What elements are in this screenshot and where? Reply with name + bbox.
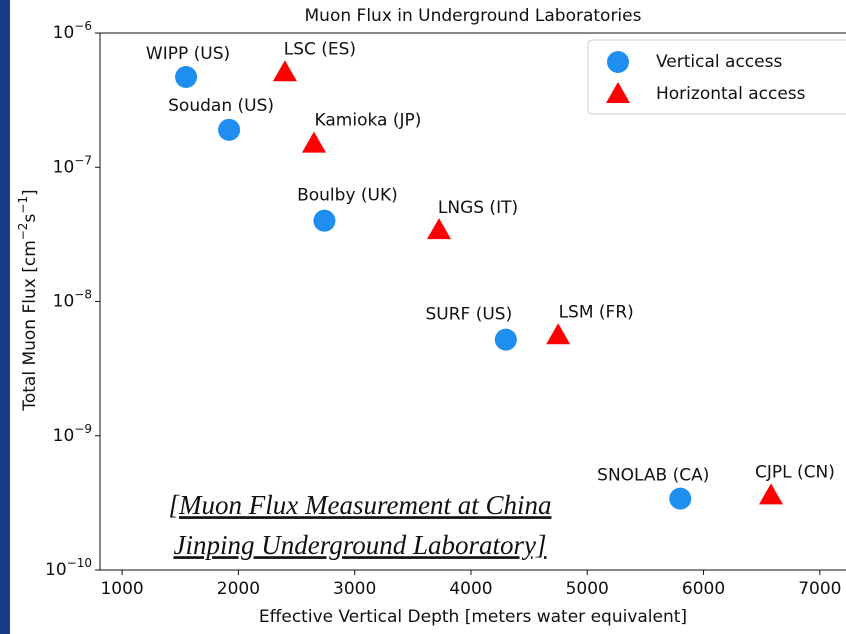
y-tick-base: 10 xyxy=(53,426,75,446)
legend-marker xyxy=(607,51,629,73)
y-tick-label: 10−7 xyxy=(53,153,92,178)
point xyxy=(301,131,326,153)
y-tick-exponent: −8 xyxy=(74,287,92,301)
x-tick-label: 7000 xyxy=(798,579,841,599)
y-tick-label: 10−6 xyxy=(53,19,92,44)
point xyxy=(175,66,198,89)
x-axis-label: Effective Vertical Depth [meters water e… xyxy=(259,607,687,627)
point xyxy=(494,328,517,351)
chart-title: Muon Flux in Underground Laboratories xyxy=(305,6,642,26)
point-label: Boulby (UK) xyxy=(297,186,398,206)
x-tick-label: 3000 xyxy=(333,579,376,599)
point-label: SNOLAB (CA) xyxy=(597,466,709,486)
legend-label: Horizontal access xyxy=(656,84,806,104)
y-tick-exponent: −7 xyxy=(74,153,92,167)
y-tick-exponent: −10 xyxy=(67,556,92,570)
x-tick-label: 5000 xyxy=(566,579,609,599)
y-tick-base: 10 xyxy=(53,292,75,312)
point xyxy=(758,483,783,505)
y-tick-label: 10−10 xyxy=(45,556,92,581)
citation: [Muon Flux Measurement at China xyxy=(169,490,552,520)
point-label: LSM (FR) xyxy=(559,302,634,322)
citation: Jinping Underground Laboratory] xyxy=(173,530,546,560)
x-tick-label: 1000 xyxy=(100,579,143,599)
y-tick-label: 10−8 xyxy=(53,287,92,312)
y-tick-exponent: −9 xyxy=(74,421,92,435)
y-tick-base: 10 xyxy=(45,560,67,580)
y-tick-base: 10 xyxy=(53,23,75,43)
point xyxy=(272,60,297,82)
point xyxy=(313,209,336,232)
y-tick-label: 10−9 xyxy=(53,421,92,446)
point-label: Soudan (US) xyxy=(168,96,274,116)
point-label: SURF (US) xyxy=(425,305,512,325)
y-tick-base: 10 xyxy=(53,157,75,177)
x-tick-label: 4000 xyxy=(449,579,492,599)
point-label: LNGS (IT) xyxy=(438,198,518,218)
x-tick-label: 2000 xyxy=(217,579,260,599)
legend-box xyxy=(587,39,846,115)
point-label: CJPL (CN) xyxy=(755,462,835,482)
point-label: WIPP (US) xyxy=(146,44,230,64)
point xyxy=(546,323,571,345)
point xyxy=(426,218,451,240)
slide-strip xyxy=(0,0,10,634)
point xyxy=(669,487,692,510)
point-label: Kamioka (JP) xyxy=(315,111,422,131)
y-tick-exponent: −6 xyxy=(74,19,92,33)
legend-marker xyxy=(606,82,630,103)
y-axis-label: Total Muon Flux [cm−2s−1] xyxy=(16,189,41,411)
point-label: LSC (ES) xyxy=(284,39,356,59)
legend-label: Vertical access xyxy=(656,52,782,72)
x-tick-label: 6000 xyxy=(682,579,725,599)
point xyxy=(218,118,241,141)
